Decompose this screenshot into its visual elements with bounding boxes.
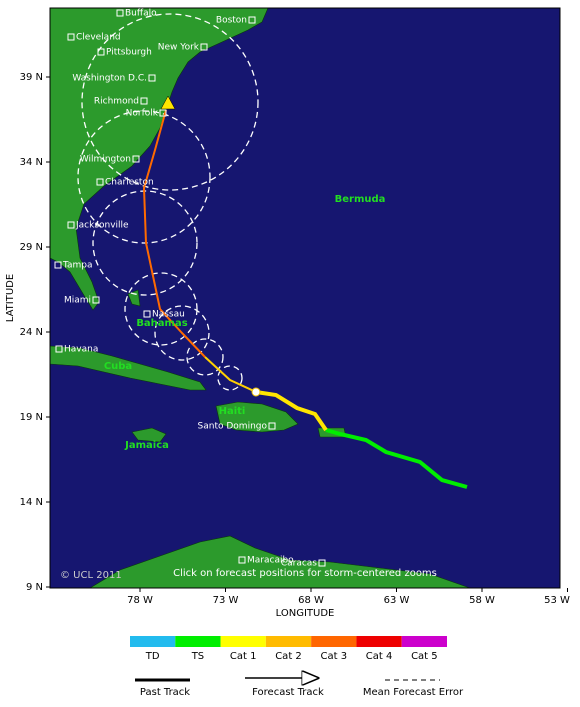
x-tick-label: 78 W [127,595,153,606]
city-label: Richmond [94,97,139,107]
forecast-end [160,95,176,110]
city-marker [143,310,151,318]
legend-item: Mean Forecast Error [363,687,464,698]
frame [49,7,561,589]
y-tick-label: 14 N [20,497,43,508]
city-label: Havana [64,345,98,355]
past-track-ts [325,428,468,489]
current-position [251,387,261,397]
color-legend: TD TS Cat 1 Cat 2 Cat 3 Cat 4 Cat 5 [130,636,447,662]
x-label: LONGITUDE [276,608,335,619]
category-label: TS [191,651,204,662]
error-circle[interactable] [124,272,198,346]
forecast-track [142,109,206,358]
city-label: New York [158,43,200,53]
x-tick-label: 63 W [384,595,410,606]
city-marker [148,74,156,82]
regions: Bermuda Bahamas Cuba Haiti Jamaica [104,194,386,451]
x-tick-label: 68 W [298,595,324,606]
legend-item: Forecast Track [252,687,324,698]
x-tick-label: 58 W [469,595,495,606]
category-label: Cat 3 [320,651,347,662]
forecast-track [204,356,257,393]
city-marker [238,556,246,564]
region-label: Cuba [104,361,132,372]
category-swatch [311,636,357,647]
y-tick-label: 34 N [20,157,43,168]
cities: Buffalo Boston Cleveland Pittsburgh New York… [54,9,326,569]
city-label: Charleston [105,178,154,188]
region-label: Jamaica [124,440,169,451]
city-marker [318,559,326,567]
city-marker [97,48,105,56]
city-marker [159,109,167,117]
city-label: Santo Domingo [198,422,268,432]
category-swatch [175,636,221,647]
error-cones [77,13,259,391]
city-marker [67,221,75,229]
city-marker [54,261,62,269]
city-label: Miami [64,296,91,306]
y-tick-label: 9 N [26,582,43,593]
city-marker [140,97,148,105]
x-tick-label: 73 W [213,595,239,606]
copyright: © UCL 2011 [60,570,122,581]
category-swatch [130,636,176,647]
city-label: Buffalo [125,9,157,19]
city-label: Pittsburgh [106,48,152,58]
city-marker [116,9,124,17]
region-label: Bermuda [335,194,386,205]
axes: 39 N 34 N 29 N 24 N 19 N 14 N 9 N 78 W 73 W 68 W 6… [20,72,570,606]
land [50,8,471,588]
y-tick-label: 19 N [20,412,43,423]
city-marker [248,16,256,24]
category-label: Cat 5 [411,651,438,662]
city-label: Maracaibo [247,556,294,566]
city-label: Nassau [152,310,185,320]
city-label: Boston [216,16,247,26]
city-label: Norfolk [126,109,159,119]
note: Click on forecast positions for storm-ce… [173,568,437,579]
city-marker [67,33,75,41]
y-tick-label: 39 N [20,72,43,83]
category-label: Cat 2 [275,651,302,662]
city-label: Caracas [281,559,317,569]
error-circle[interactable] [217,365,243,391]
city-label: Jacksonville [75,221,129,231]
city-label: Wilmington [80,155,131,165]
city-marker [200,43,208,51]
region-label: Bahamas [136,318,187,329]
category-swatch [220,636,266,647]
city-label: Cleveland [76,33,121,43]
city-label: Tampa [62,261,93,271]
category-swatch [356,636,402,647]
y-tick-label: 24 N [20,327,43,338]
city-marker [92,296,100,304]
region-label: Haiti [219,406,246,417]
y-tick-label: 29 N [20,242,43,253]
category-swatch [265,636,312,647]
city-marker [55,345,63,353]
category-swatch [401,636,447,647]
error-circle[interactable] [77,110,211,244]
city-marker [268,422,276,430]
error-circle[interactable] [81,13,259,191]
city-marker [96,178,104,186]
city-marker [132,155,140,163]
category-label: Cat 1 [230,651,257,662]
x-tick-label: 53 W [544,595,570,606]
legend-item: Past Track [140,687,190,698]
storm-track [142,95,468,489]
error-circle[interactable] [154,305,210,361]
category-label: TD [145,651,160,662]
category-label: Cat 4 [366,651,393,662]
y-label: LATITUDE [5,274,16,322]
city-label: Washington D.C. [72,74,147,84]
error-circle[interactable] [186,338,224,376]
past-track-cat1 [255,390,328,432]
